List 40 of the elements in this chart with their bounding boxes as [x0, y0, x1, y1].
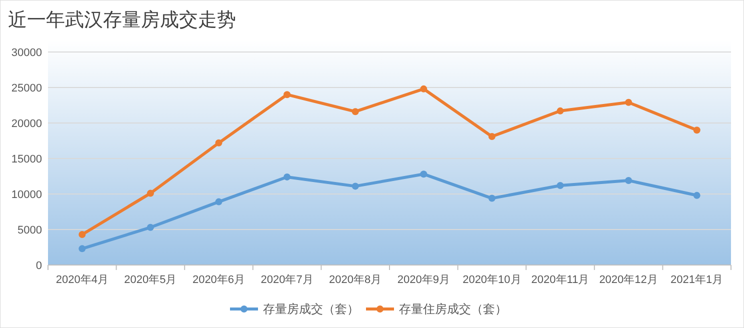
x-tick-label: 2020年7月 [260, 274, 314, 286]
x-tick-label: 2020年4月 [56, 274, 108, 286]
y-tick-label: 20000 [11, 118, 42, 130]
y-tick-label: 30000 [11, 47, 42, 59]
x-tick-label: 2020年8月 [329, 274, 382, 286]
y-tick-label: 15000 [11, 154, 42, 166]
point [556, 182, 564, 189]
point [284, 91, 291, 98]
point [420, 85, 428, 92]
point [78, 245, 86, 252]
y-tick-label: 5000 [18, 224, 42, 236]
point [352, 108, 359, 116]
y-tick-label: 25000 [11, 82, 42, 94]
x-tick-label: 2021年1月 [670, 274, 724, 286]
point [146, 190, 154, 197]
point [215, 198, 222, 206]
legend-label: 存量房成交（套） [263, 302, 359, 316]
x-tick-label: 2020年11月 [531, 274, 590, 286]
x-tick-label: 2020年12月 [599, 274, 658, 286]
point [556, 107, 564, 114]
point [146, 224, 154, 231]
x-tick-label: 2020年10月 [462, 274, 522, 286]
point [284, 173, 291, 180]
legend-label: 存量住房成交（套） [399, 302, 507, 316]
y-tick-label: 0 [36, 260, 42, 272]
point [78, 230, 86, 238]
point [488, 194, 496, 202]
y-tick-label: 10000 [11, 189, 42, 201]
x-tick-label: 2020年6月 [192, 274, 246, 286]
x-tick-label: 2020年9月 [397, 274, 450, 286]
point [625, 98, 632, 106]
point [625, 177, 632, 184]
chart-title: 近一年武汉存量房成交走势 [8, 9, 236, 31]
x-tick-label: 2020年5月 [124, 274, 177, 286]
point [693, 126, 700, 134]
point [420, 170, 428, 178]
point [693, 192, 700, 199]
point [215, 139, 222, 146]
point [488, 132, 496, 140]
point [352, 182, 359, 190]
